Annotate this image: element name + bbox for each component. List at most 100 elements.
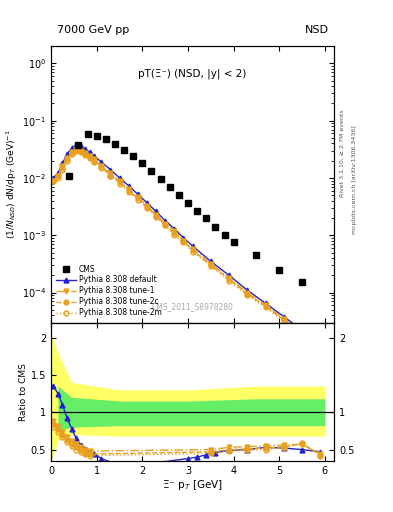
Pythia 8.308 tune-2m xyxy=(181,240,186,246)
Pythia 8.308 tune-2c xyxy=(281,317,286,323)
Pythia 8.308 tune-2c xyxy=(108,173,113,179)
Y-axis label: $(1/N_{NSD})$ dN/dp$_T$ (GeV)$^{-1}$: $(1/N_{NSD})$ dN/dp$_T$ (GeV)$^{-1}$ xyxy=(5,130,19,239)
Pythia 8.308 tune-1 xyxy=(74,146,79,152)
Pythia 8.308 tune-1 xyxy=(83,150,88,156)
Line: Pythia 8.308 default: Pythia 8.308 default xyxy=(51,142,323,346)
Pythia 8.308 tune-2m xyxy=(172,232,177,239)
Pythia 8.308 tune-2m xyxy=(300,332,305,338)
CMS xyxy=(300,280,305,286)
Pythia 8.308 tune-2m xyxy=(227,278,231,284)
Pythia 8.308 default xyxy=(245,287,250,293)
Text: pT(Ξ⁻) (NSD, |y| < 2): pT(Ξ⁻) (NSD, |y| < 2) xyxy=(138,68,247,79)
Pythia 8.308 default xyxy=(172,226,177,232)
CMS xyxy=(122,147,127,153)
Y-axis label: Ratio to CMS: Ratio to CMS xyxy=(19,362,28,421)
Pythia 8.308 default xyxy=(74,142,79,148)
Text: NSD: NSD xyxy=(305,25,329,35)
CMS xyxy=(158,176,163,182)
Pythia 8.308 tune-2c xyxy=(318,345,323,351)
Pythia 8.308 tune-2c xyxy=(136,195,140,201)
Pythia 8.308 default xyxy=(108,166,113,173)
Pythia 8.308 tune-1 xyxy=(136,194,140,200)
Pythia 8.308 tune-2c xyxy=(51,178,56,184)
Pythia 8.308 default xyxy=(281,314,286,320)
Pythia 8.308 default xyxy=(55,170,60,177)
CMS xyxy=(204,215,209,221)
Pythia 8.308 tune-2c xyxy=(181,239,186,245)
CMS xyxy=(67,173,72,179)
Pythia 8.308 default xyxy=(154,208,158,215)
CMS xyxy=(113,141,118,147)
Pythia 8.308 tune-2m xyxy=(190,248,195,254)
Pythia 8.308 default xyxy=(126,183,131,189)
Pythia 8.308 default xyxy=(69,145,74,152)
Pythia 8.308 tune-1 xyxy=(163,221,167,227)
Pythia 8.308 tune-2c xyxy=(300,331,305,337)
Pythia 8.308 tune-2m xyxy=(208,263,213,269)
Pythia 8.308 default xyxy=(65,151,70,157)
CMS xyxy=(76,142,81,148)
Text: Rivet 3.1.10, ≥ 2.7M events: Rivet 3.1.10, ≥ 2.7M events xyxy=(340,110,345,198)
Pythia 8.308 tune-2m xyxy=(281,318,286,325)
Pythia 8.308 tune-2m xyxy=(318,347,323,353)
CMS xyxy=(149,168,154,175)
Pythia 8.308 tune-2m xyxy=(163,222,167,228)
Pythia 8.308 tune-2c xyxy=(227,276,231,283)
Pythia 8.308 tune-2c xyxy=(172,230,177,236)
Pythia 8.308 tune-1 xyxy=(263,302,268,308)
Pythia 8.308 tune-1 xyxy=(245,289,250,295)
Pythia 8.308 tune-1 xyxy=(172,228,177,234)
Pythia 8.308 tune-1 xyxy=(51,178,56,184)
Pythia 8.308 tune-1 xyxy=(190,246,195,252)
Pythia 8.308 default xyxy=(263,300,268,306)
CMS xyxy=(231,240,236,246)
Pythia 8.308 tune-2m xyxy=(69,151,74,157)
Pythia 8.308 tune-2c xyxy=(208,262,213,268)
CMS xyxy=(167,184,172,190)
Pythia 8.308 tune-2m xyxy=(92,159,97,165)
Pythia 8.308 tune-1 xyxy=(108,170,113,177)
Text: CMS_2011_S8978280: CMS_2011_S8978280 xyxy=(152,303,233,311)
Pythia 8.308 default xyxy=(145,200,149,206)
Pythia 8.308 tune-1 xyxy=(318,343,323,349)
Pythia 8.308 tune-1 xyxy=(181,238,186,244)
Pythia 8.308 tune-2m xyxy=(65,158,70,164)
Pythia 8.308 tune-2m xyxy=(108,173,113,179)
Pythia 8.308 tune-2m xyxy=(154,214,158,220)
Pythia 8.308 tune-2m xyxy=(51,178,56,184)
Pythia 8.308 tune-2c xyxy=(154,212,158,219)
CMS xyxy=(94,133,99,139)
CMS xyxy=(85,131,90,137)
CMS xyxy=(176,192,181,198)
Pythia 8.308 default xyxy=(117,175,122,181)
Pythia 8.308 default xyxy=(99,159,104,165)
Pythia 8.308 tune-1 xyxy=(300,330,305,336)
CMS xyxy=(185,200,190,206)
Pythia 8.308 default xyxy=(300,327,305,333)
Pythia 8.308 tune-2m xyxy=(126,188,131,195)
Pythia 8.308 tune-2m xyxy=(74,147,79,154)
Pythia 8.308 default xyxy=(318,340,323,347)
Pythia 8.308 tune-1 xyxy=(281,316,286,322)
Pythia 8.308 tune-1 xyxy=(99,163,104,169)
Pythia 8.308 tune-2c xyxy=(69,150,74,156)
Pythia 8.308 tune-2c xyxy=(78,148,83,155)
Pythia 8.308 tune-2c xyxy=(92,158,97,164)
Text: mcplots.cern.ch [arXiv:1306.3436]: mcplots.cern.ch [arXiv:1306.3436] xyxy=(352,125,357,233)
Pythia 8.308 tune-2c xyxy=(60,165,65,171)
Pythia 8.308 default xyxy=(227,272,231,279)
Pythia 8.308 tune-1 xyxy=(208,261,213,267)
CMS xyxy=(131,153,136,159)
Pythia 8.308 tune-2m xyxy=(145,205,149,211)
Pythia 8.308 default xyxy=(60,160,65,166)
Pythia 8.308 tune-2c xyxy=(263,303,268,309)
Pythia 8.308 tune-1 xyxy=(78,147,83,154)
Pythia 8.308 tune-2m xyxy=(88,155,92,161)
Text: 7000 GeV pp: 7000 GeV pp xyxy=(57,25,129,35)
CMS xyxy=(277,267,282,273)
Pythia 8.308 tune-2m xyxy=(55,175,60,181)
CMS xyxy=(103,136,108,142)
Pythia 8.308 default xyxy=(51,175,56,181)
Pythia 8.308 tune-1 xyxy=(92,157,97,163)
CMS xyxy=(222,232,227,239)
